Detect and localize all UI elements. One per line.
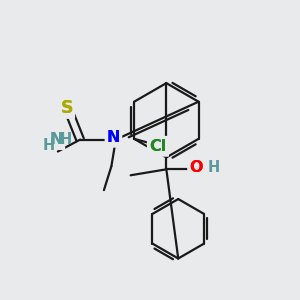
Text: Cl: Cl: [149, 139, 167, 154]
Text: N: N: [106, 128, 121, 147]
Text: Cl: Cl: [148, 137, 168, 156]
Text: N: N: [107, 130, 120, 145]
Text: O: O: [188, 158, 204, 177]
Text: Cl: Cl: [149, 139, 167, 154]
Text: S: S: [61, 99, 73, 117]
Text: N: N: [50, 132, 63, 147]
Text: S: S: [59, 99, 74, 118]
Text: H: H: [59, 132, 71, 147]
Text: S: S: [61, 99, 73, 117]
Text: N: N: [50, 132, 63, 147]
Text: N: N: [107, 130, 120, 145]
Text: O: O: [189, 160, 203, 175]
Text: O: O: [189, 160, 203, 175]
Text: H: H: [43, 138, 55, 153]
Text: N: N: [49, 130, 64, 149]
Text: H: H: [207, 160, 219, 175]
